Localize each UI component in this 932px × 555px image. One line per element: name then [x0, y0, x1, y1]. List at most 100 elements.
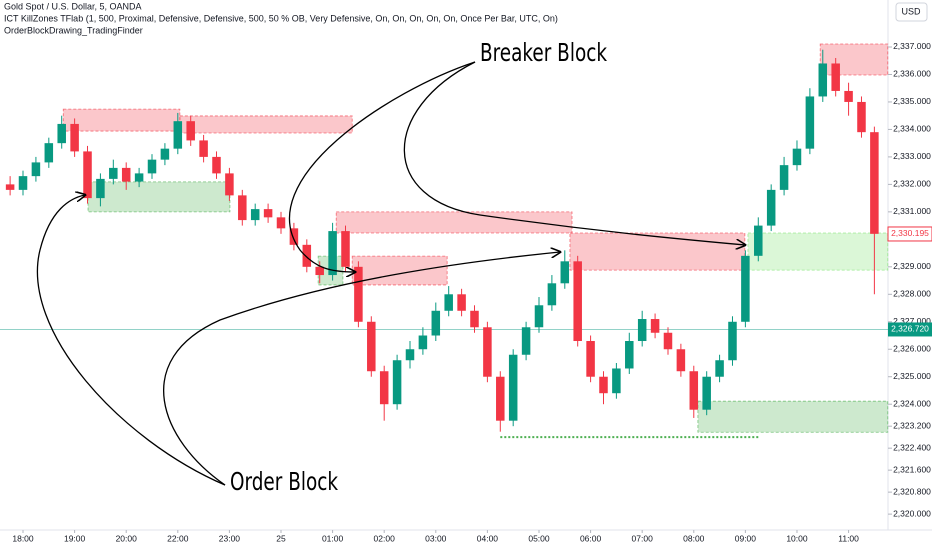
candle-body	[109, 167, 118, 179]
candle-body	[289, 228, 299, 245]
y-tick-label: 2,337.000	[893, 41, 931, 51]
x-tick-label: 02:00	[374, 533, 396, 543]
symbol-title: Gold Spot / U.S. Dollar, 5, OANDA	[4, 1, 142, 11]
candle-body	[315, 266, 324, 276]
candle-body	[83, 151, 92, 199]
candle-body	[534, 305, 544, 328]
candle-body	[302, 244, 312, 267]
candle-body	[444, 294, 453, 311]
zone	[819, 43, 889, 76]
y-tick-label: 2,321.600	[893, 464, 931, 474]
candle-body	[650, 319, 660, 333]
annotations: Breaker Block Order Block	[36, 38, 745, 496]
candle-body	[573, 261, 582, 342]
indicator-title: ICT KillZones TFlab (1, 500, Proximal, D…	[4, 13, 558, 23]
y-tick-label: 2,336.000	[893, 69, 931, 79]
zone	[62, 108, 181, 132]
candle-body	[250, 209, 260, 221]
x-tick-label: 19:00	[64, 533, 86, 543]
candle-body	[5, 184, 15, 190]
annotation-text: Breaker Block	[480, 38, 607, 67]
x-tick-label: 23:00	[219, 533, 241, 543]
x-tick-label: 08:00	[683, 533, 705, 543]
candle-body	[173, 121, 183, 149]
candle-body	[818, 63, 828, 97]
candle-body	[870, 132, 879, 234]
candle-body	[625, 341, 634, 369]
candle-body	[431, 310, 441, 336]
candle-body	[496, 376, 505, 421]
candle-body	[57, 123, 66, 144]
candle-body	[689, 371, 699, 410]
candle-body	[483, 327, 492, 377]
zone	[569, 232, 746, 271]
y-tick-label: 2,320.800	[893, 486, 931, 496]
candle-body	[715, 360, 724, 377]
candle-body	[754, 225, 763, 256]
candle-body	[212, 156, 221, 174]
candle-body	[186, 121, 195, 141]
candle-body	[367, 321, 376, 372]
candle-body	[31, 162, 41, 177]
candle-body	[779, 165, 789, 190]
y-tick-label: 2,322.400	[893, 442, 931, 452]
candle-body	[766, 189, 776, 226]
candle-body	[857, 101, 866, 133]
candle-body	[18, 176, 28, 190]
candle-body	[741, 255, 750, 322]
candle-body	[599, 376, 608, 394]
marker-label-box	[887, 226, 932, 242]
x-tick-label: 09:00	[735, 533, 757, 543]
x-tick-label: 03:00	[425, 533, 447, 543]
price-label-box	[888, 322, 932, 337]
x-tick-label: 18:00	[12, 533, 34, 543]
candle-body	[586, 341, 595, 377]
currency-label[interactable]: USD	[901, 6, 921, 16]
x-tick-label: 05:00	[528, 533, 550, 543]
candle-body	[44, 143, 54, 163]
x-tick-label: 07:00	[632, 533, 654, 543]
y-tick-label: 2,333.000	[893, 151, 931, 161]
candle-body	[728, 321, 737, 361]
y-tick-label: 2,323.200	[893, 420, 931, 430]
candle-body	[199, 140, 208, 157]
candle-body	[238, 195, 247, 221]
script-title: OrderBlockDrawing_TradingFinder	[4, 25, 143, 35]
arrow	[288, 61, 476, 272]
candle-body	[702, 376, 711, 410]
candle-body	[676, 349, 686, 372]
zone	[747, 232, 889, 271]
candle-body	[805, 96, 815, 149]
candle-body	[392, 360, 402, 405]
marker-label: 2,330.195	[891, 228, 929, 238]
x-tick-label: 10:00	[786, 533, 808, 543]
candle-body	[457, 294, 466, 311]
candle-body	[341, 231, 350, 267]
candle-body	[547, 283, 557, 306]
y-tick-label: 2,331.000	[893, 206, 931, 216]
candle-body	[70, 123, 79, 152]
y-tick-label: 2,328.000	[893, 289, 931, 299]
candle-body	[560, 261, 570, 284]
arrow	[403, 61, 745, 245]
candle-body	[354, 266, 363, 322]
currency-button[interactable]	[895, 2, 928, 22]
y-tick-label: 2,320.000	[893, 508, 931, 518]
x-tick-label: 01:00	[322, 533, 344, 543]
y-tick-label: 2,332.000	[893, 179, 931, 189]
candle-body	[470, 310, 479, 328]
zone	[87, 181, 231, 213]
candle-body	[405, 349, 415, 361]
zone	[697, 400, 889, 433]
candle-body	[96, 178, 105, 199]
candle-body	[121, 167, 131, 182]
candle-body	[637, 319, 647, 342]
annotation-text: Order Block	[230, 467, 338, 496]
candle-body	[147, 159, 157, 174]
x-tick-label: 06:00	[580, 533, 602, 543]
y-tick-label: 2,327.000	[893, 316, 931, 326]
candle-body	[160, 148, 170, 160]
plot-area	[0, 43, 889, 439]
